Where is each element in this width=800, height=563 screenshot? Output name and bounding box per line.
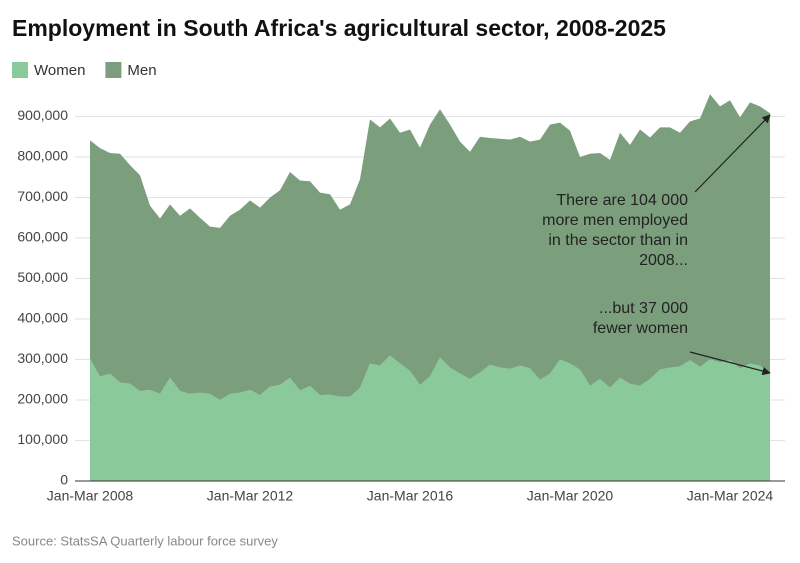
annotation: There are 104 000 bbox=[556, 192, 688, 209]
y-tick-label: 600,000 bbox=[17, 229, 68, 245]
x-tick-label: Jan-Mar 2024 bbox=[687, 488, 774, 504]
chart-title: Employment in South Africa's agricultura… bbox=[12, 15, 666, 41]
x-tick-label: Jan-Mar 2020 bbox=[527, 488, 614, 504]
y-tick-label: 400,000 bbox=[17, 310, 68, 326]
x-tick-label: Jan-Mar 2008 bbox=[47, 488, 134, 504]
legend-swatch bbox=[105, 62, 122, 78]
annotation: more men employed bbox=[542, 212, 688, 229]
annotation: in the sector than in bbox=[548, 232, 688, 249]
y-tick-label: 0 bbox=[60, 472, 68, 488]
source: Source: StatsSA Quarterly labour force s… bbox=[12, 533, 278, 548]
x-tick-label: Jan-Mar 2012 bbox=[207, 488, 294, 504]
y-tick-label: 500,000 bbox=[17, 269, 68, 285]
x-tick-label: Jan-Mar 2016 bbox=[367, 488, 454, 504]
legend-label: Men bbox=[127, 62, 156, 79]
area bbox=[90, 355, 770, 481]
annotation: ...but 37 000 bbox=[599, 300, 688, 317]
annotation: fewer women bbox=[593, 320, 688, 337]
area bbox=[90, 94, 770, 400]
legend-swatch bbox=[12, 62, 28, 78]
y-tick-label: 300,000 bbox=[17, 350, 68, 366]
y-tick-label: 900,000 bbox=[17, 107, 68, 123]
y-tick-label: 800,000 bbox=[17, 148, 68, 164]
legend-label: Women bbox=[34, 62, 85, 79]
annotation-arrow bbox=[689, 351, 771, 376]
y-tick-label: 100,000 bbox=[17, 431, 68, 447]
y-tick-label: 700,000 bbox=[17, 188, 68, 204]
y-tick-label: 200,000 bbox=[17, 391, 68, 407]
annotation-arrow bbox=[694, 114, 771, 193]
annotation: 2008... bbox=[639, 252, 688, 269]
